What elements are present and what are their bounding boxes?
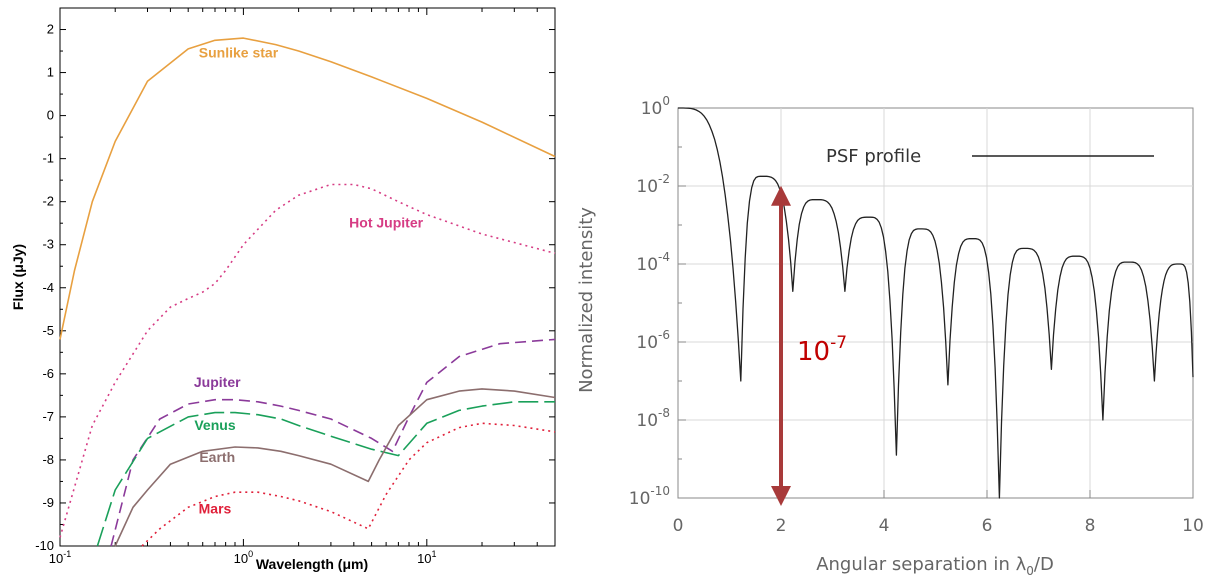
left-x-tick-label: 10-1 [49, 549, 71, 566]
series-label-earth: Earth [199, 449, 235, 465]
left-y-tick-label: -8 [42, 452, 54, 467]
left-y-tick-label: -7 [42, 409, 54, 424]
left-x-axis-title: Wavelength (μm) [256, 556, 368, 572]
series-line-mars [141, 422, 556, 547]
contrast-annotation-label: 10-7 [797, 333, 847, 367]
right-x-tick-label: 6 [982, 516, 993, 536]
series-line-jupiter [110, 338, 556, 547]
left-y-tick-label: 1 [47, 65, 54, 80]
left-y-ticks: 2 1 0 -1 -2 -3 -4 -5 -6 -7 -8 -9 -10 [35, 22, 555, 553]
right-y-tick-label: 10-6 [636, 328, 670, 353]
left-plot-frame [59, 7, 556, 547]
legend-label: PSF profile [826, 146, 921, 167]
right-y-tick-label: 10-10 [629, 484, 670, 509]
right-x-axis-title: Angular separation in λ0/D [816, 554, 1054, 577]
right-legend: PSF profile [826, 146, 1154, 167]
right-y-tick-label: 10-8 [636, 406, 670, 431]
right-x-tick-label: 0 [673, 516, 684, 536]
series-line-venus [96, 401, 555, 547]
left-y-tick-label: 2 [47, 22, 54, 37]
left-y-tick-label: -10 [35, 538, 54, 553]
right-y-tick-label: 100 [641, 94, 670, 119]
right-series [678, 107, 1194, 499]
right-x-tick-label: 10 [1182, 516, 1204, 536]
left-x-tick-label: 100 [234, 549, 253, 566]
left-series [59, 37, 556, 547]
right-x-tick-label: 8 [1085, 516, 1096, 536]
series-label-sunlike-star: Sunlike star [199, 44, 279, 60]
series-label-mars: Mars [199, 501, 232, 517]
series-line-sunlike-star [59, 37, 556, 340]
series-label-hot-jupiter: Hot Jupiter [349, 215, 423, 231]
left-y-tick-label: -4 [42, 280, 54, 295]
left-y-tick-label: -2 [42, 194, 54, 209]
right-y-tick-label: 10-4 [636, 250, 670, 275]
series-line-earth [114, 388, 556, 547]
left-x-tick-label: 101 [417, 549, 436, 566]
right-y-axis-title: Normalized intensity [576, 207, 597, 393]
psf-profile-chart: 100 10-2 10-4 10-6 10-8 10-10 0 2 4 6 8 10 PSF pro… [576, 94, 1204, 577]
right-y-tick-label: 10-2 [636, 172, 670, 197]
left-y-tick-label: -9 [42, 495, 54, 510]
right-plot-frame [677, 107, 1194, 499]
left-y-axis-title: Flux (μJy) [10, 244, 26, 310]
left-series-labels: Sunlike star Hot Jupiter Jupiter Venus Earth… [194, 44, 424, 516]
series-label-venus: Venus [194, 417, 235, 433]
contrast-annotation: 10-7 [771, 185, 847, 506]
series-line-psf-profile [678, 107, 1194, 499]
right-y-ticks: 100 10-2 10-4 10-6 10-8 10-10 [629, 94, 686, 509]
left-y-tick-label: 0 [47, 108, 54, 123]
left-y-tick-label: -5 [42, 323, 54, 338]
left-y-tick-label: -3 [42, 237, 54, 252]
right-x-ticks: 0 2 4 6 8 10 [673, 490, 1204, 536]
series-label-jupiter: Jupiter [194, 374, 241, 390]
flux-spectrum-chart: 210-1-2-3-4-5-6-7-8-9-10 10-1 100 101 Sunl… [10, 7, 556, 572]
left-y-tick-label: -1 [42, 151, 54, 166]
right-grid [678, 108, 1193, 498]
left-x-ticks: 10-1 100 101 [49, 8, 556, 566]
series-line-hot-jupiter [59, 183, 556, 538]
left-y-tick-label: -6 [42, 366, 54, 381]
right-x-tick-label: 4 [879, 516, 890, 536]
right-x-tick-label: 2 [776, 516, 787, 536]
